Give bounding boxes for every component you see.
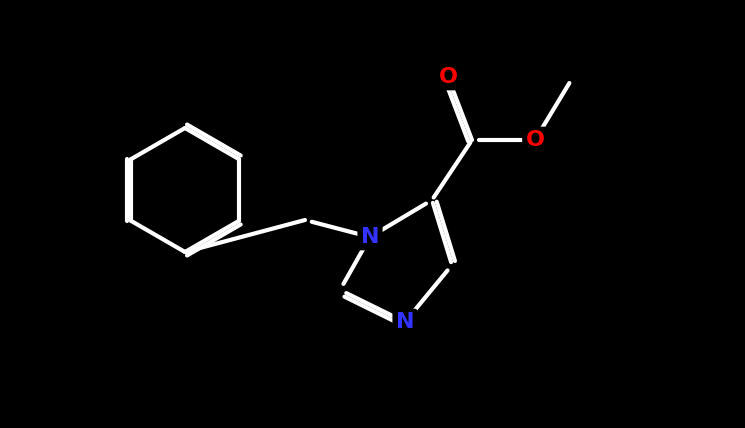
Text: O: O (525, 130, 545, 150)
Text: O: O (439, 67, 457, 87)
Text: N: N (396, 312, 414, 332)
Text: N: N (361, 227, 379, 247)
